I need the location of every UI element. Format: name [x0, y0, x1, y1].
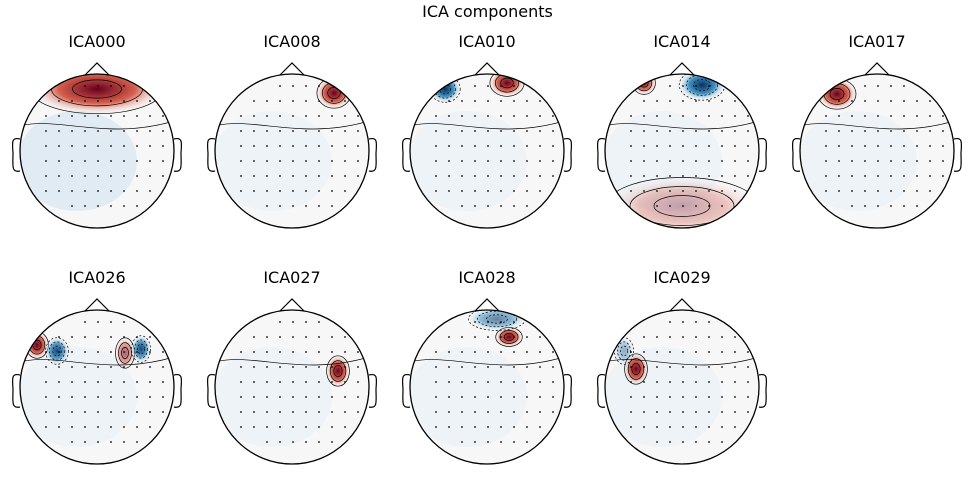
head-outline [409, 309, 565, 465]
positive-blob [817, 78, 857, 110]
nose-outline [669, 62, 695, 76]
right-ear-outline [563, 137, 573, 172]
component-title: ICA026 [68, 268, 125, 287]
positive-blob [495, 327, 523, 347]
topomap-ica014: ICA014 [596, 32, 768, 229]
negative-blob [45, 337, 69, 365]
nose-outline [474, 62, 500, 76]
left-ear-outline [401, 373, 411, 408]
positive-blob [25, 331, 49, 359]
left-ear-outline [206, 373, 216, 408]
figure-title: ICA components [422, 2, 553, 21]
component-title: ICA017 [848, 32, 905, 51]
right-ear-outline [758, 373, 768, 408]
component-title: ICA010 [458, 32, 515, 51]
component-title: ICA029 [653, 268, 710, 287]
topomap-ica029: ICA029 [596, 268, 768, 465]
left-ear-outline [596, 373, 606, 408]
nose-outline [474, 298, 500, 312]
left-ear-outline [11, 373, 21, 408]
head-outline [409, 73, 565, 229]
head-outline [214, 309, 370, 465]
component-title: ICA028 [458, 268, 515, 287]
component-title: ICA014 [653, 32, 710, 51]
left-ear-outline [11, 137, 21, 172]
nose-outline [864, 62, 890, 76]
topomap-ica026: ICA026 [11, 268, 183, 465]
positive-blob [632, 74, 656, 95]
nose-outline [279, 62, 305, 76]
nose-outline [279, 298, 305, 312]
positive-blob [316, 77, 352, 109]
negative-blob [131, 335, 151, 363]
nose-outline [84, 298, 110, 312]
right-ear-outline [563, 373, 573, 408]
right-ear-outline [173, 373, 183, 408]
positive-blob [605, 176, 759, 228]
topomap-ica017: ICA017 [791, 32, 963, 229]
left-ear-outline [401, 137, 411, 172]
left-ear-outline [596, 137, 606, 172]
component-title: ICA027 [263, 268, 320, 287]
component-title: ICA000 [68, 32, 125, 51]
positive-blob [489, 74, 525, 97]
component-title: ICA008 [263, 32, 320, 51]
topomap-ica000: ICA000 [11, 32, 183, 229]
negative-blob [614, 337, 634, 365]
topomap-ica008: ICA008 [206, 32, 378, 229]
positive-blob [115, 337, 135, 369]
right-ear-outline [758, 137, 768, 172]
right-ear-outline [368, 137, 378, 172]
nose-outline [669, 298, 695, 312]
head-outline [19, 73, 175, 229]
positive-blob [326, 355, 350, 387]
right-ear-outline [368, 373, 378, 408]
head-outline [604, 73, 760, 229]
left-ear-outline [791, 137, 801, 172]
right-ear-outline [173, 137, 183, 172]
nose-outline [84, 62, 110, 76]
negative-blob [429, 75, 461, 103]
topomap-ica028: ICA028 [401, 268, 573, 465]
right-ear-outline [953, 137, 963, 172]
topomap-ica027: ICA027 [206, 268, 378, 465]
head-outline [214, 73, 370, 229]
positive-blob [27, 74, 167, 115]
left-ear-outline [206, 137, 216, 172]
head-outline [604, 309, 760, 465]
head-outline [799, 73, 955, 229]
head-outline [19, 309, 175, 465]
topomap-ica010: ICA010 [401, 32, 573, 229]
